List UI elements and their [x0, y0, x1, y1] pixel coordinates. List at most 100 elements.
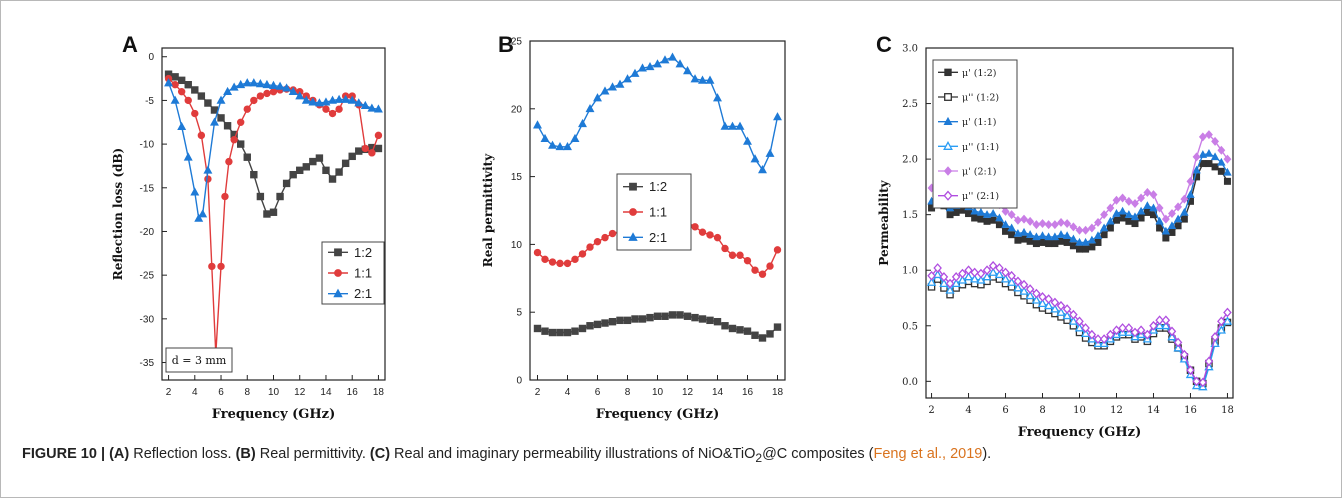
data-point [1168, 209, 1176, 219]
data-point [1205, 130, 1213, 140]
data-point [743, 327, 752, 335]
data-point [1156, 224, 1164, 232]
data-point [1007, 210, 1016, 220]
data-point [533, 324, 542, 333]
data-point [1198, 132, 1207, 142]
x-tick-label: 10 [1073, 405, 1086, 416]
data-point [217, 262, 225, 271]
data-point [347, 95, 357, 104]
x-tick-label: 18 [1221, 405, 1234, 416]
data-point [989, 216, 997, 224]
caption-b-text: Real permittivity. [255, 446, 370, 462]
data-point [1143, 187, 1152, 197]
y-tick-label: 20 [511, 104, 523, 115]
data-point [269, 80, 278, 89]
x-tick-label: 10 [268, 387, 280, 398]
data-point [653, 312, 662, 320]
data-point [1155, 203, 1164, 213]
legend-label: 1:1 [354, 266, 372, 281]
data-point [970, 206, 979, 215]
data-point [1124, 210, 1134, 218]
data-point [171, 80, 179, 89]
data-point [1026, 237, 1034, 245]
data-point [1069, 234, 1078, 243]
data-point [1162, 234, 1170, 242]
chart-panel-b: B 2 4 6 8 10 12 14 16 18 0 5 10 15 20 25 Frequency (GHz)… [481, 32, 786, 422]
data-point [1013, 282, 1023, 292]
data-point [1050, 220, 1059, 230]
data-point [177, 76, 186, 85]
data-point [255, 79, 265, 88]
data-point [360, 100, 370, 110]
data-point [184, 96, 192, 105]
legend-marker [334, 269, 342, 277]
legend-marker [944, 68, 952, 77]
data-point [593, 320, 602, 329]
x-tick-label: 2 [535, 387, 541, 398]
data-point [608, 82, 617, 91]
data-point [1173, 337, 1183, 348]
data-point [683, 66, 692, 75]
data-point [585, 104, 595, 113]
data-point [698, 315, 707, 323]
data-point [1223, 167, 1232, 176]
data-point [1045, 240, 1053, 248]
data-point [1143, 208, 1151, 216]
x-tick-label: 18 [772, 387, 784, 398]
data-point [1025, 230, 1035, 238]
data-point [1155, 315, 1164, 326]
data-point [578, 250, 587, 258]
legend-marker [943, 141, 953, 150]
data-point [1068, 316, 1079, 325]
x-tick-label: 14 [320, 387, 332, 398]
data-point [275, 81, 285, 90]
data-point [1069, 309, 1078, 320]
data-point [963, 271, 974, 281]
data-point [631, 315, 639, 323]
data-point [236, 79, 246, 89]
data-point [1186, 190, 1195, 198]
data-point [638, 315, 647, 323]
data-point [608, 317, 617, 326]
legend-label: μ'' (1:2) [962, 93, 999, 104]
data-point [1204, 149, 1214, 157]
data-point [698, 75, 707, 84]
data-point [988, 260, 998, 271]
data-point [773, 323, 782, 331]
data-point [608, 229, 617, 238]
data-point [1211, 136, 1220, 146]
data-point [223, 122, 232, 130]
data-point [713, 317, 722, 326]
data-point [758, 334, 767, 342]
data-point [1161, 320, 1171, 330]
data-point [939, 278, 949, 287]
x-tick-label: 14 [1147, 405, 1160, 416]
data-point [951, 272, 961, 282]
data-point [1044, 220, 1053, 230]
legend-label: μ'' (2:1) [962, 191, 999, 202]
caption-citation-link[interactable]: Feng et al., 2019 [873, 446, 983, 462]
data-point [1062, 304, 1072, 314]
data-point [766, 330, 774, 338]
data-point [1124, 196, 1133, 206]
y-tick-label: 5 [516, 308, 522, 319]
data-point [1192, 376, 1201, 387]
data-point [1186, 197, 1194, 205]
data-point [1038, 219, 1047, 229]
data-point [282, 179, 291, 188]
data-point [653, 59, 662, 68]
data-point [933, 263, 942, 273]
data-point [1223, 154, 1232, 164]
caption-figure-label: FIGURE 10 | [22, 446, 106, 462]
data-point [927, 270, 936, 281]
data-point [1118, 193, 1127, 203]
data-point [354, 98, 364, 107]
data-point [676, 311, 684, 319]
y-axis-label: Real permittivity [481, 153, 495, 267]
data-point [1032, 288, 1041, 299]
data-point [314, 98, 324, 107]
data-point [1174, 202, 1183, 212]
data-point [660, 55, 670, 64]
series-1 [533, 311, 782, 342]
y-tick-label: 10 [511, 240, 523, 251]
